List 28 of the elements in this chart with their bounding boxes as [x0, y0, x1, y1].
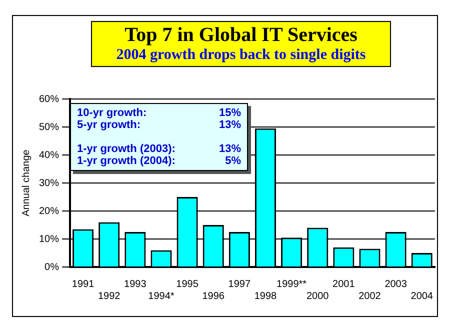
- y-tick-label: 20%: [39, 206, 60, 217]
- x-tick-label: 2000: [306, 290, 330, 302]
- y-tick-label: 10%: [39, 234, 60, 245]
- x-tick-label: 1995: [176, 278, 199, 290]
- x-tick-label: 2001: [332, 278, 356, 290]
- text: 1-yr growth (2003): 13%: [77, 143, 241, 155]
- y-tick-label: 50%: [39, 122, 60, 133]
- x-tick-label: 2003: [384, 278, 408, 290]
- x-tick-label: 2004: [410, 290, 434, 302]
- text: 5-yr growth: 13%: [77, 119, 241, 131]
- y-axis-title: Annual change: [20, 149, 32, 216]
- y-tick-label: 60%: [39, 94, 60, 105]
- x-tick-label: 1999**: [276, 278, 307, 290]
- chart-subtitle: 2004 growth drops back to single digits: [115, 47, 367, 64]
- y-tick-label: 30%: [39, 178, 60, 189]
- x-tick-label: 1998: [254, 290, 278, 302]
- x-tick-label: 1992: [98, 290, 121, 302]
- x-tick-label: 1993: [124, 278, 147, 290]
- chart-title: Top 7 in Global IT Services: [124, 24, 358, 47]
- x-tick-label: 1994*: [148, 290, 174, 302]
- x-tick-label: 2002: [358, 290, 382, 302]
- text: 1-yr growth (2004): 5%: [77, 155, 241, 167]
- y-tick-label: 0%: [44, 262, 60, 273]
- x-tick-label: 1991: [72, 278, 95, 290]
- text: 10-yr growth: 15%: [77, 107, 241, 119]
- x-tick-label: 1996: [202, 290, 225, 302]
- y-tick-label: 40%: [39, 150, 60, 161]
- x-tick-label: 1997: [228, 278, 251, 290]
